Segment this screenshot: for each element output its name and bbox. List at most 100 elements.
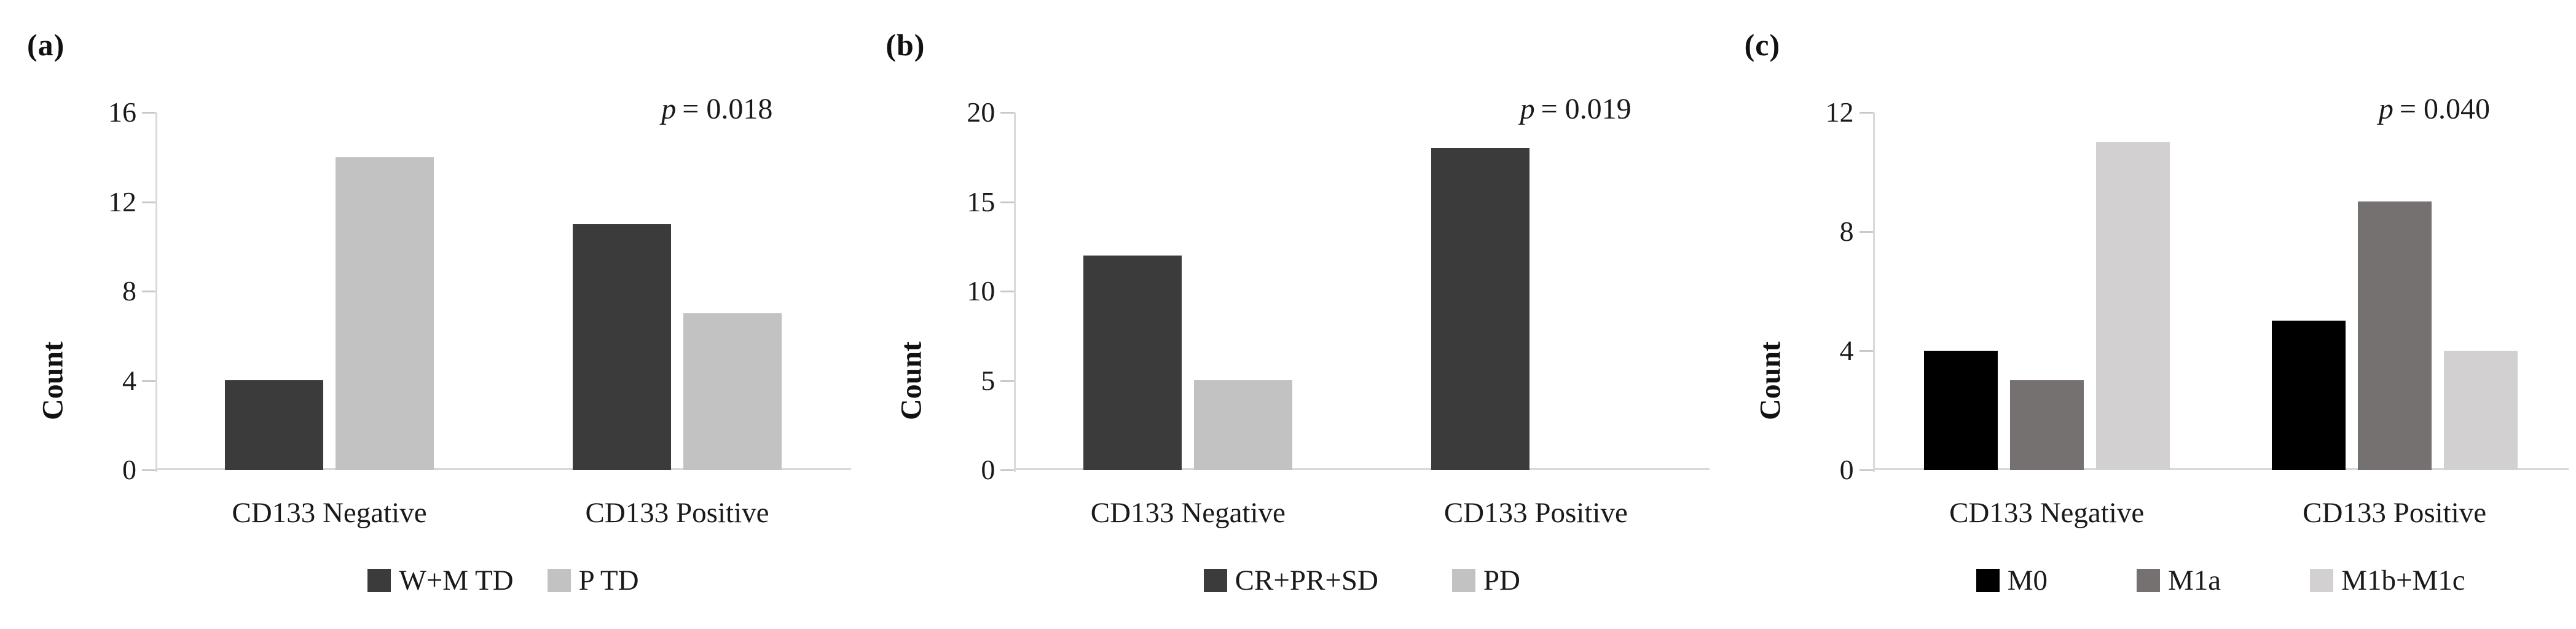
bar-p-td	[683, 313, 782, 470]
bar-m0	[2271, 321, 2346, 470]
plot-area	[1014, 112, 1710, 472]
x-category-label: CD133 Positive	[1443, 497, 1628, 529]
p-symbol: p	[1520, 93, 1535, 125]
panel-letter: (c)	[1744, 28, 1781, 62]
legend-item: M0	[1976, 564, 2048, 597]
bar-m1b-m1c	[2095, 142, 2170, 470]
y-tick-mark	[1000, 291, 1015, 292]
p-value-annotation: p = 0.040	[2379, 92, 2490, 126]
chart-panel-b: (b) Count 0 5 10 15 20 p = 0.019 CD133 Negative CD…	[858, 0, 1717, 629]
bar-pd	[1194, 380, 1293, 470]
bar-p-td	[336, 157, 434, 470]
y-tick-label: 4	[1839, 335, 1854, 366]
p-symbol: p	[661, 93, 677, 125]
y-tick-label: 8	[122, 275, 136, 307]
x-category-label: CD133 Positive	[2303, 497, 2487, 529]
bar-cr-pr-sd	[1083, 256, 1182, 470]
x-category-label: CD133 Negative	[1090, 497, 1286, 529]
y-tick-mark	[142, 469, 155, 471]
bar-m1a	[2357, 201, 2432, 470]
panel-letter: (b)	[886, 28, 925, 62]
y-tick-mark	[1859, 112, 1873, 114]
p-symbol: p	[2378, 93, 2393, 125]
y-tick-label: 0	[122, 454, 136, 485]
legend: CR+PR+SD PD	[1014, 564, 1710, 597]
legend-swatch-icon	[2137, 569, 2160, 592]
bar-group-positive	[503, 112, 851, 470]
bar-group-negative	[1873, 112, 2221, 470]
legend-item: M1a	[2137, 564, 2221, 597]
legend-label: CR+PR+SD	[1235, 565, 1378, 596]
y-tick-mark	[142, 201, 155, 203]
chart-panel-a: (a) Count 0 4 8 12 16 p = 0.018 CD133 Negative CD1…	[0, 0, 858, 629]
bar-w-m-td	[573, 224, 671, 470]
y-tick-mark	[1859, 350, 1873, 352]
legend-label: M0	[2007, 565, 2048, 596]
y-tick-mark	[142, 112, 155, 114]
legend: W+M TD P TD	[155, 564, 851, 597]
p-value-text: = 0.019	[1541, 93, 1632, 125]
bar-w-m-td	[225, 380, 323, 470]
legend-swatch-icon	[547, 569, 571, 592]
bar-group-negative	[1014, 112, 1362, 470]
y-tick-label: 0	[981, 454, 995, 485]
y-tick-mark	[1000, 380, 1015, 382]
legend-swatch-icon	[367, 569, 391, 592]
y-tick-label: 5	[981, 364, 995, 396]
bar-cr-pr-sd	[1431, 148, 1530, 470]
x-category-label: CD133 Positive	[585, 497, 769, 529]
bar-group-negative	[155, 112, 503, 470]
x-axis-line	[1872, 468, 2569, 470]
bar-group-positive	[2221, 112, 2569, 470]
y-tick-label: 20	[967, 96, 995, 128]
x-axis-line	[155, 468, 851, 470]
legend-label: W+M TD	[399, 565, 514, 596]
plot-area	[155, 112, 851, 472]
chart-panel-c: (c) Count 0 4 8 12 p = 0.040 CD133 Negative CD133…	[1718, 0, 2576, 629]
y-tick-label: 16	[108, 96, 136, 128]
y-tick-mark	[142, 380, 155, 382]
legend-label: M1a	[2168, 565, 2221, 596]
bar-group-positive	[1362, 112, 1710, 470]
x-category-label: CD133 Negative	[1949, 497, 2145, 529]
y-tick-label: 10	[967, 275, 995, 307]
x-category-label: CD133 Negative	[232, 497, 427, 529]
y-tick-mark	[1859, 469, 1873, 471]
legend-label: P TD	[578, 565, 639, 596]
legend-label: PD	[1483, 565, 1521, 596]
y-tick-mark	[1000, 201, 1015, 203]
y-tick-label: 12	[1825, 96, 1854, 128]
x-axis-line	[1014, 468, 1710, 470]
y-tick-label: 12	[108, 186, 136, 217]
p-value-text: = 0.018	[682, 93, 773, 125]
y-tick-label: 4	[122, 364, 136, 396]
y-tick-mark	[142, 291, 155, 292]
p-value-annotation: p = 0.018	[661, 92, 772, 126]
legend-item: W+M TD	[367, 564, 514, 597]
y-tick-mark	[1859, 231, 1873, 233]
y-tick-mark	[1000, 112, 1015, 114]
y-tick-label: 8	[1839, 216, 1854, 247]
legend: M0 M1a M1b+M1c	[1873, 564, 2569, 597]
legend-swatch-icon	[2310, 569, 2334, 592]
p-value-annotation: p = 0.019	[1520, 92, 1632, 126]
p-value-text: = 0.040	[2399, 93, 2490, 125]
legend-swatch-icon	[1203, 569, 1227, 592]
bar-m1b-m1c	[2443, 351, 2518, 470]
legend-swatch-icon	[1976, 569, 2000, 592]
y-tick-label: 0	[1839, 454, 1854, 485]
panel-letter: (a)	[27, 28, 65, 62]
legend-item: P TD	[547, 564, 639, 597]
y-axis-line	[1872, 112, 1875, 472]
legend-swatch-icon	[1451, 569, 1475, 592]
legend-item: M1b+M1c	[2310, 564, 2465, 597]
plot-area	[1872, 112, 2569, 472]
bar-m0	[1923, 351, 1998, 470]
y-axis-line	[155, 112, 157, 472]
legend-item: PD	[1451, 564, 1521, 597]
y-tick-label: 15	[967, 186, 995, 217]
legend-item: CR+PR+SD	[1203, 564, 1378, 597]
bar-m1a	[2009, 380, 2084, 470]
y-tick-mark	[1000, 469, 1015, 471]
